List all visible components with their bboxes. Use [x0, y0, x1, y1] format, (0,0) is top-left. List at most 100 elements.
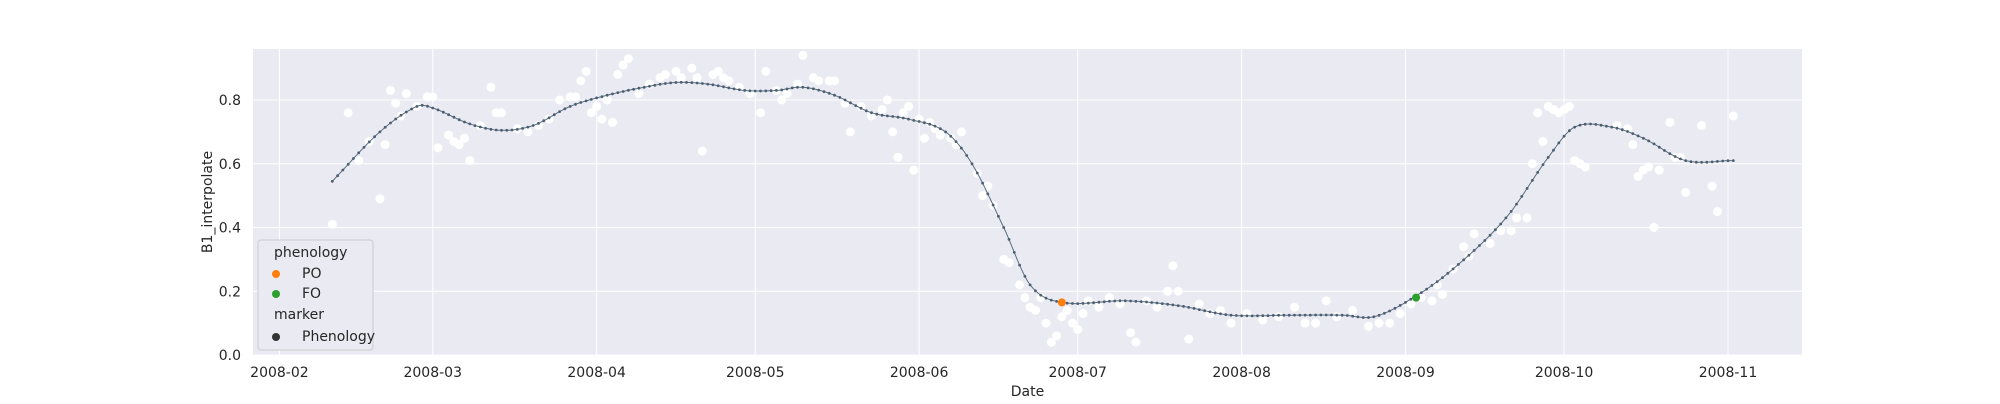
raw-point: [533, 121, 543, 130]
interpolated-point: [1097, 300, 1101, 304]
interpolated-point: [907, 117, 910, 121]
interpolated-point: [1145, 300, 1148, 304]
interpolated-point: [1171, 303, 1175, 307]
legend-title-phenology: phenology: [274, 245, 347, 261]
interpolated-point: [954, 140, 958, 144]
interpolated-point: [1594, 123, 1598, 126]
legend-label-phenology: Phenology: [302, 329, 375, 345]
raw-point: [660, 70, 670, 79]
interpolated-point: [1583, 122, 1587, 126]
interpolated-point: [1234, 314, 1238, 317]
interpolated-point: [1303, 313, 1307, 317]
interpolated-point: [1335, 313, 1339, 317]
interpolated-point: [701, 82, 704, 85]
interpolated-point: [1536, 171, 1540, 174]
interpolated-point: [658, 82, 662, 86]
interpolated-point: [563, 107, 567, 111]
interpolated-point: [1044, 296, 1048, 300]
raw-point: [428, 92, 438, 102]
interpolated-point: [1356, 315, 1360, 319]
raw-point: [1348, 305, 1358, 315]
interpolated-point: [1446, 271, 1450, 275]
interpolated-point: [1049, 298, 1053, 302]
interpolated-point: [431, 106, 435, 110]
raw-point: [1438, 289, 1448, 299]
interpolated-point: [1546, 156, 1550, 159]
interpolated-point: [933, 124, 937, 128]
interpolated-point: [1271, 314, 1275, 317]
raw-point: [454, 140, 464, 150]
legend-title-marker: marker: [274, 307, 324, 323]
raw-point: [1078, 309, 1088, 319]
interpolated-point: [1182, 305, 1185, 308]
interpolated-point: [1615, 126, 1619, 130]
interpolated-point: [447, 113, 450, 117]
raw-point: [1522, 213, 1532, 223]
interpolated-point: [722, 85, 725, 89]
interpolated-point: [1266, 314, 1270, 317]
interpolated-point: [870, 111, 873, 115]
raw-point: [1649, 223, 1659, 232]
interpolated-point: [738, 88, 741, 92]
interpolated-point: [753, 89, 757, 93]
interpolated-point: [1388, 309, 1391, 313]
raw-point: [814, 76, 824, 86]
interpolated-point: [1102, 300, 1106, 304]
interpolated-point: [1716, 160, 1719, 163]
raw-point: [1654, 165, 1664, 175]
raw-point: [385, 85, 395, 95]
raw-point: [391, 98, 401, 108]
interpolated-point: [1319, 313, 1323, 317]
legend-box: [257, 239, 374, 351]
y-tick-label: 0.8: [219, 93, 241, 109]
y-axis-label: B1_interpolate: [200, 151, 216, 253]
interpolated-point: [500, 128, 503, 132]
raw-point: [1644, 162, 1654, 172]
interpolated-point: [1700, 160, 1703, 164]
interpolated-point: [1160, 302, 1164, 305]
legend-marker-phenology: [272, 333, 280, 341]
raw-point: [1332, 312, 1342, 322]
interpolated-point: [1039, 293, 1043, 297]
interpolated-point: [1219, 312, 1222, 316]
raw-point: [1057, 312, 1067, 322]
raw-point: [1395, 309, 1405, 319]
interpolated-point: [695, 81, 699, 85]
interpolated-point: [1589, 122, 1592, 126]
interpolated-point: [1340, 313, 1344, 317]
raw-point: [433, 143, 443, 153]
x-tick-label: 2008-03: [403, 365, 462, 381]
interpolated-point: [637, 86, 641, 90]
raw-point: [327, 219, 337, 229]
interpolated-point: [1086, 301, 1090, 305]
interpolated-point: [1372, 315, 1376, 319]
interpolated-point: [1150, 301, 1154, 304]
raw-point: [1168, 261, 1178, 271]
raw-point: [1728, 111, 1738, 121]
interpolated-point: [1139, 300, 1143, 303]
raw-point: [1628, 140, 1638, 150]
interpolated-point: [574, 102, 577, 106]
interpolated-point: [1404, 301, 1407, 304]
raw-point: [1580, 162, 1590, 172]
y-tick-label: 0.0: [219, 348, 241, 364]
interpolated-point: [1377, 313, 1381, 317]
interpolated-point: [1123, 299, 1127, 303]
raw-point: [1152, 302, 1162, 312]
interpolated-point: [1457, 263, 1460, 266]
raw-point: [1321, 296, 1331, 306]
raw-point: [761, 66, 771, 76]
interpolated-point: [1129, 299, 1132, 303]
interpolated-point: [346, 162, 350, 166]
interpolated-point: [526, 125, 530, 129]
raw-point: [893, 152, 903, 162]
interpolated-point: [330, 179, 334, 183]
interpolated-point: [923, 121, 926, 125]
raw-point: [1052, 331, 1062, 341]
raw-point: [946, 133, 956, 143]
interpolated-point: [991, 203, 995, 207]
raw-point: [486, 82, 496, 92]
interpolated-point: [679, 80, 683, 84]
raw-point: [1173, 286, 1183, 296]
raw-point: [1274, 312, 1284, 322]
